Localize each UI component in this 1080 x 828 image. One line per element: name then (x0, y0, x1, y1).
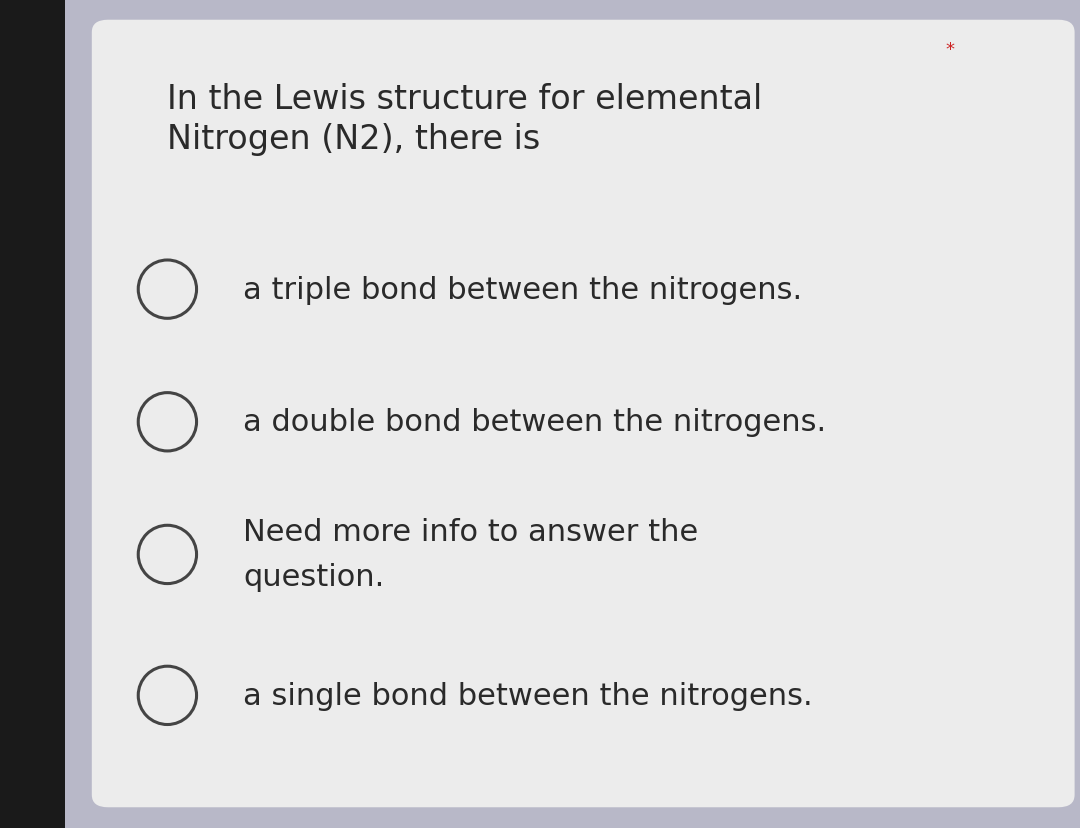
Text: a triple bond between the nitrogens.: a triple bond between the nitrogens. (243, 276, 802, 304)
Text: a single bond between the nitrogens.: a single bond between the nitrogens. (243, 681, 812, 710)
Text: question.: question. (243, 563, 384, 591)
Bar (0, 0, 65, 828)
Text: Need more info to answer the: Need more info to answer the (243, 518, 699, 546)
Text: In the Lewis structure for elemental: In the Lewis structure for elemental (167, 83, 762, 116)
FancyBboxPatch shape (92, 21, 1075, 807)
Text: Nitrogen (N2), there is: Nitrogen (N2), there is (167, 123, 541, 156)
Text: *: * (945, 41, 954, 60)
Text: a double bond between the nitrogens.: a double bond between the nitrogens. (243, 408, 826, 436)
